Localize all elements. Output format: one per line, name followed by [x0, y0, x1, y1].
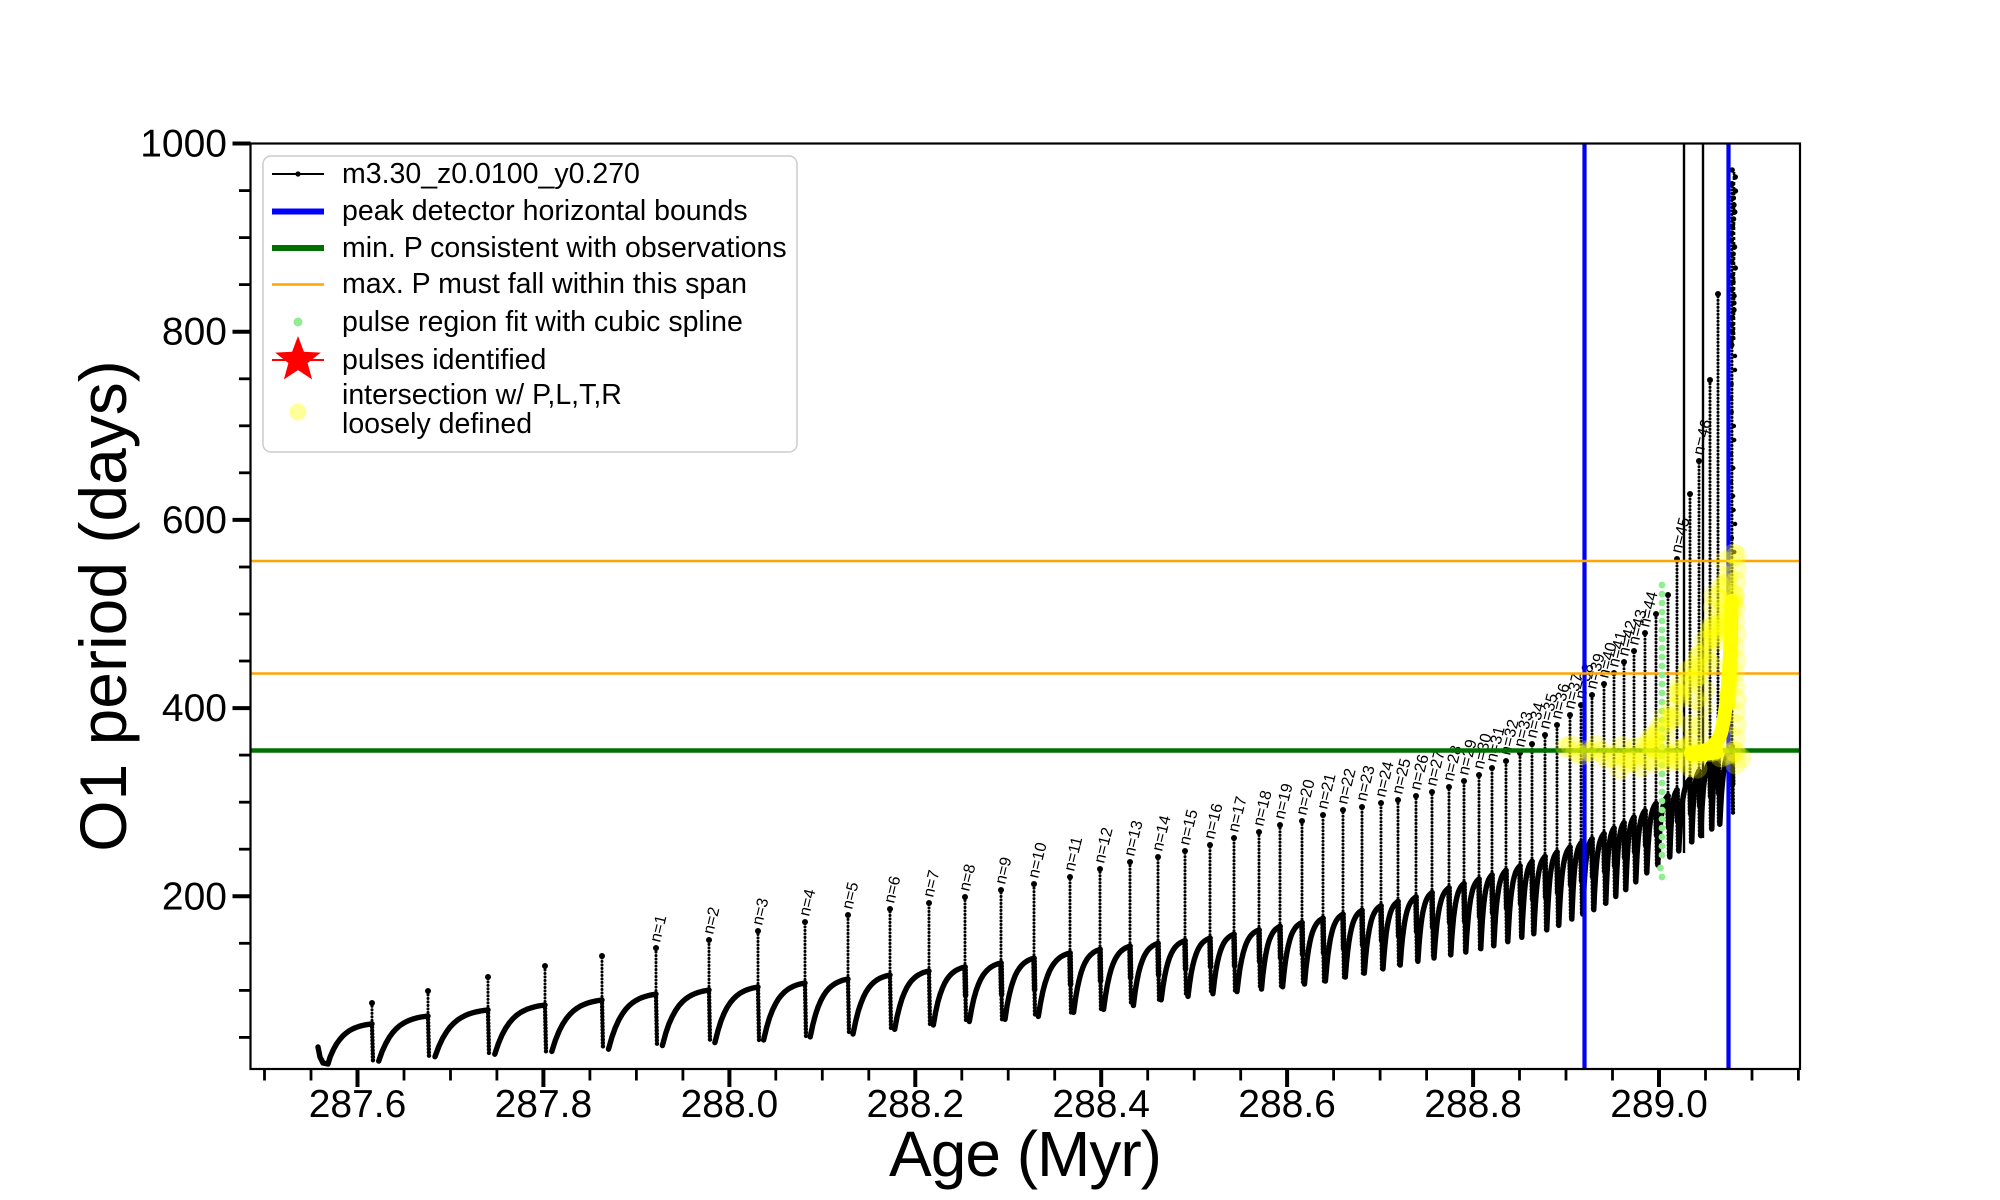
svg-text:n=6: n=6	[881, 874, 904, 905]
svg-text:287.6: 287.6	[309, 1083, 407, 1126]
svg-text:800: 800	[162, 311, 227, 354]
svg-text:n=2: n=2	[700, 905, 723, 936]
svg-text:288.8: 288.8	[1424, 1083, 1522, 1126]
svg-text:loosely defined: loosely defined	[342, 408, 532, 440]
svg-text:287.8: 287.8	[495, 1083, 593, 1126]
svg-text:pulses identified: pulses identified	[342, 344, 546, 376]
svg-text:1000: 1000	[140, 123, 227, 166]
svg-text:n=8: n=8	[956, 862, 979, 893]
svg-text:n=5: n=5	[839, 880, 862, 911]
svg-text:m3.30_z0.0100_y0.270: m3.30_z0.0100_y0.270	[342, 158, 640, 190]
svg-text:200: 200	[162, 875, 227, 918]
svg-text:pulse region fit with cubic sp: pulse region fit with cubic spline	[342, 306, 743, 338]
svg-text:400: 400	[162, 687, 227, 730]
svg-text:n=4: n=4	[796, 887, 819, 918]
svg-text:Age (Myr): Age (Myr)	[889, 1118, 1161, 1190]
svg-text:288.6: 288.6	[1238, 1083, 1336, 1126]
svg-text:288.4: 288.4	[1052, 1083, 1150, 1126]
svg-text:max. P must fall within this s: max. P must fall within this span	[342, 268, 747, 300]
svg-text:n=7: n=7	[920, 868, 943, 899]
svg-text:min. P consistent with observa: min. P consistent with observations	[342, 232, 787, 264]
svg-text:288.0: 288.0	[681, 1083, 779, 1126]
svg-text:288.2: 288.2	[866, 1083, 964, 1126]
svg-text:n=1: n=1	[647, 913, 670, 944]
svg-text:intersection w/ P,L,T,R: intersection w/ P,L,T,R	[342, 379, 622, 411]
svg-text:O1 period (days): O1 period (days)	[66, 360, 140, 852]
svg-text:289.0: 289.0	[1610, 1083, 1708, 1126]
svg-text:600: 600	[162, 499, 227, 542]
svg-text:n=9: n=9	[992, 855, 1015, 886]
svg-text:peak detector horizontal bound: peak detector horizontal bounds	[342, 195, 748, 227]
svg-text:n=3: n=3	[749, 896, 772, 927]
